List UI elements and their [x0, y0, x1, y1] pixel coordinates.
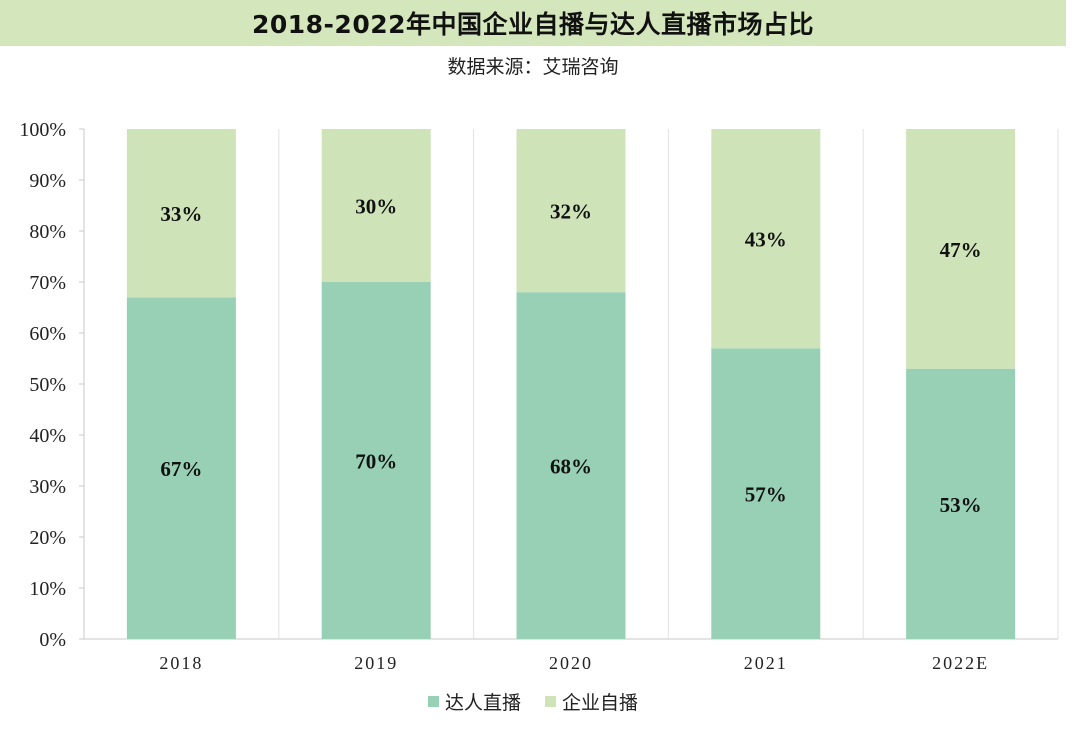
- x-category-label: 2020: [549, 653, 593, 673]
- bar-talent: [906, 368, 1016, 639]
- legend-label-enterprise: 企业自播: [562, 692, 639, 714]
- y-tick-label: 30%: [29, 476, 66, 498]
- data-label-talent: 70%: [355, 450, 397, 474]
- legend-swatch-enterprise: [545, 696, 556, 707]
- y-tick-label: 100%: [19, 119, 66, 141]
- y-tick-label: 20%: [29, 527, 66, 549]
- y-tick-label: 60%: [29, 323, 66, 345]
- y-tick-label: 80%: [29, 221, 66, 243]
- title-bar: 2018-2022年中国企业自播与达人直播市场占比: [0, 0, 1066, 46]
- x-category-label: 2022E: [932, 653, 989, 673]
- y-tick-label: 50%: [29, 374, 66, 396]
- y-tick-label: 70%: [29, 272, 66, 294]
- x-category-label: 2021: [744, 653, 788, 673]
- legend-item-enterprise: 企业自播: [545, 688, 638, 715]
- x-category-label: 2019: [354, 653, 398, 673]
- data-label-talent: 57%: [745, 483, 787, 507]
- bar-talent: [711, 348, 821, 639]
- bar-talent: [516, 292, 626, 639]
- data-label-talent: 67%: [160, 457, 202, 481]
- legend-swatch-talent: [427, 696, 439, 707]
- data-label-talent: 68%: [550, 455, 592, 479]
- x-category-label: 2018: [159, 653, 203, 673]
- data-label-enterprise: 47%: [940, 238, 982, 262]
- bar-enterprise: [126, 129, 236, 298]
- bar-enterprise: [711, 129, 821, 349]
- y-tick-label: 0%: [39, 629, 66, 651]
- data-label-enterprise: 43%: [745, 228, 787, 252]
- legend-item-talent: 达人直播: [427, 688, 521, 715]
- bar-enterprise: [906, 129, 1016, 369]
- chart-title: 2018-2022年中国企业自播与达人直播市场占比: [251, 10, 815, 39]
- y-tick-label: 10%: [29, 578, 66, 600]
- legend: 达人直播 企业自播: [0, 688, 1066, 715]
- data-label-enterprise: 32%: [550, 200, 592, 224]
- data-label-enterprise: 30%: [355, 195, 397, 219]
- bar-talent: [126, 297, 236, 639]
- data-label-talent: 53%: [940, 493, 982, 517]
- y-tick-label: 90%: [29, 170, 66, 192]
- data-label-enterprise: 33%: [160, 202, 202, 226]
- legend-label-talent: 达人直播: [444, 692, 521, 714]
- chart-subtitle: 数据来源：艾瑞咨询: [447, 56, 619, 78]
- bar-enterprise: [321, 129, 431, 282]
- y-tick-label: 40%: [29, 425, 66, 447]
- bar-talent: [321, 282, 431, 639]
- bar-enterprise: [516, 129, 626, 293]
